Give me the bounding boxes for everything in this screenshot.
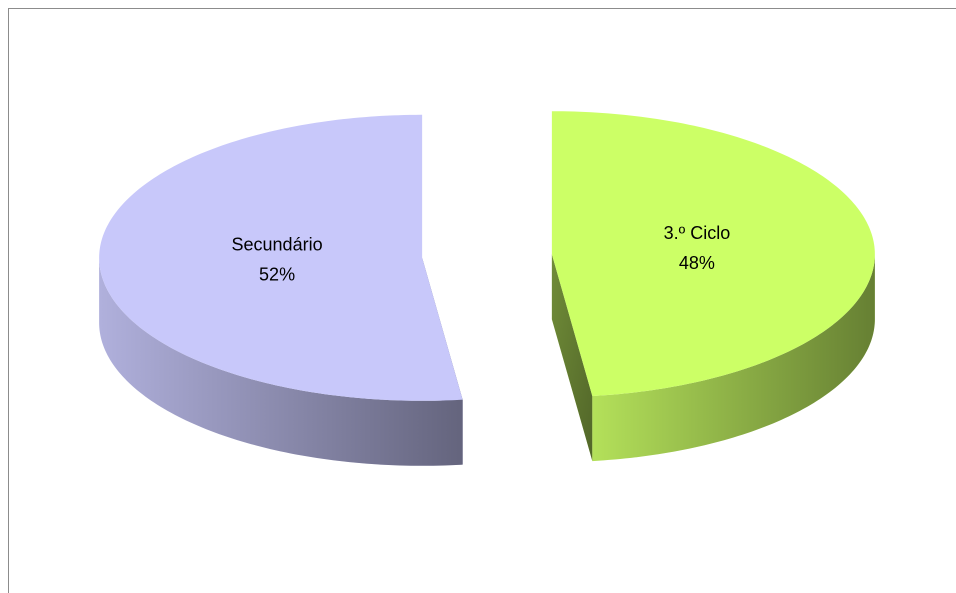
slice-side-shade [99,257,463,466]
chart-border [8,8,956,593]
pie-slice [99,114,463,466]
pie-slice [551,111,875,462]
slice-cut-shade [551,254,593,462]
slice-label: Secundário [232,235,323,255]
slice-top [99,114,463,401]
slice-value-label: 48% [679,253,715,273]
slice-top [551,111,875,397]
slice-side-shade [592,254,875,462]
slice-value-label: 52% [259,265,295,285]
slice-label: 3.º Ciclo [664,223,731,243]
